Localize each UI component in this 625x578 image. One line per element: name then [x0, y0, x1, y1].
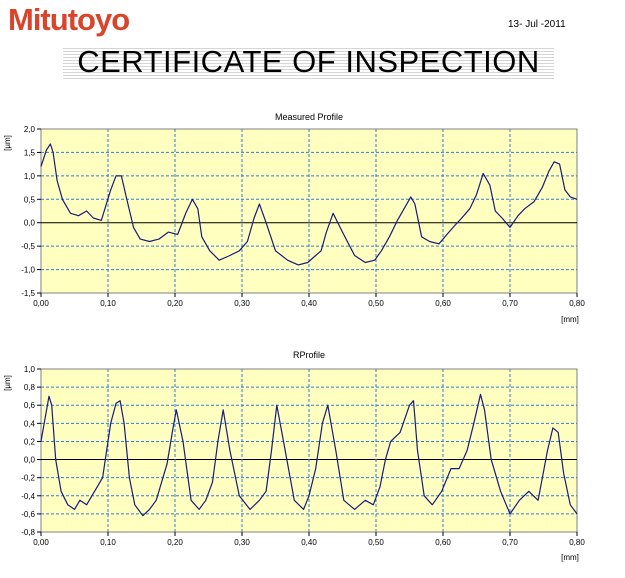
measured-profile-title: Measured Profile — [275, 112, 343, 122]
r-profile-y-tick-label: 0,0 — [24, 456, 36, 465]
measured-profile-y-tick-label: 0,0 — [24, 219, 36, 228]
r-profile-y-tick-label: 1,0 — [24, 365, 36, 374]
r-profile-y-tick-label: -0,8 — [21, 528, 35, 537]
r-profile-x-tick-label: 0,20 — [167, 538, 183, 547]
r-profile-x-tick-label: 0,60 — [435, 538, 451, 547]
r-profile-x-tick-label: 0,40 — [301, 538, 317, 547]
measured-profile-y-tick-label: 0,5 — [24, 195, 36, 204]
r-profile-y-tick-label: -0,2 — [21, 474, 35, 483]
measured-profile-x-tick-label: 0,80 — [569, 299, 585, 308]
title-band — [63, 47, 554, 79]
r-profile-y-tick-label: 0,4 — [24, 419, 36, 428]
r-profile-x-tick-label: 0,50 — [368, 538, 384, 547]
measured-profile-y-tick-label: 2,0 — [24, 125, 36, 134]
r-profile-y-tick-label: 0,2 — [24, 437, 36, 446]
measured-profile-y-tick-label: 1,5 — [24, 148, 36, 157]
measured-profile-x-tick-label: 0,20 — [167, 299, 183, 308]
company-logo: Mitutoyo — [8, 2, 130, 37]
certificate-title: CERTIFICATE OF INSPECTION — [77, 44, 540, 79]
measured-profile-y-tick-label: -1,0 — [21, 266, 35, 275]
r-profile-y-tick-label: 0,8 — [24, 383, 36, 392]
measured-profile-x-tick-label: 0,30 — [234, 299, 250, 308]
measured-profile-x-tick-label: 0,50 — [368, 299, 384, 308]
measured-profile-x-tick-label: 0,60 — [435, 299, 451, 308]
r-profile-title: RProfile — [293, 350, 325, 360]
r-profile-group: RProfile 1,0 0,8 0,6 0,4 0,2 0,0 -0,2 -0,4 -0,6 -0… — [3, 350, 585, 562]
measured-profile-x-axis-label: [mm] — [561, 315, 579, 324]
r-profile-y-tick-label: 0,6 — [24, 401, 36, 410]
measured-profile-y-tick-label: -1,5 — [21, 289, 35, 298]
measured-profile-x-tick-label: 0,70 — [502, 299, 518, 308]
r-profile-x-axis-label: [mm] — [561, 553, 579, 562]
measured-profile-x-tick-label: 0,10 — [100, 299, 116, 308]
measured-profile-x-tick-label: 0,00 — [33, 299, 49, 308]
r-profile-series-line — [40, 393, 578, 517]
certificate-date: 13- Jul -2011 — [508, 19, 566, 30]
measured-profile-series-line — [40, 143, 578, 266]
r-profile-x-tick-label: 0,30 — [234, 538, 250, 547]
r-profile-y-tick-label: -0,6 — [21, 510, 35, 519]
measured-profile-y-axis-label: [µm] — [3, 135, 12, 151]
measured-profile-group: Measured Profile 2,0 1,5 1,0 0,5 0,0 -0,5 -1,0 -… — [3, 112, 585, 324]
measured-profile-x-tick-label: 0,40 — [301, 299, 317, 308]
r-profile-x-tick-label: 0,00 — [33, 538, 49, 547]
r-profile-x-tick-label: 0,10 — [100, 538, 116, 547]
r-profile-y-axis-label: [µm] — [3, 375, 12, 391]
r-profile-x-tick-label: 0,80 — [569, 538, 585, 547]
measured-profile-y-tick-label: -0,5 — [21, 242, 35, 251]
r-profile-x-tick-label: 0,70 — [502, 538, 518, 547]
r-profile-y-tick-label: -0,4 — [21, 492, 35, 501]
measured-profile-y-tick-label: 1,0 — [24, 172, 36, 181]
